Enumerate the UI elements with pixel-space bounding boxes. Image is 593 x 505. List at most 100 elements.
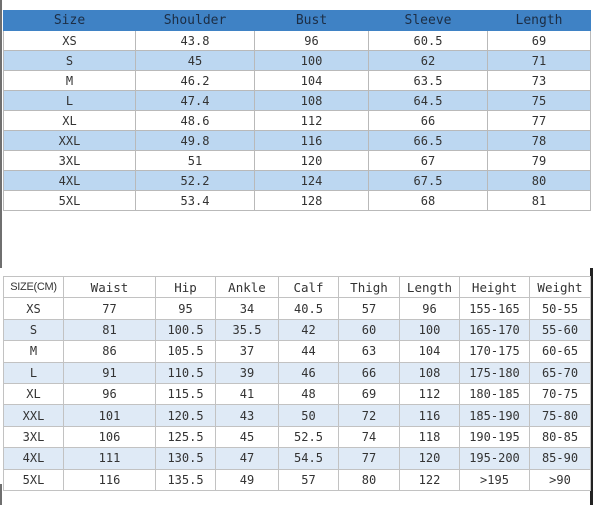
table-row: XXL 49.8 116 66.5 78: [3, 130, 591, 151]
column-header-weight: Weight: [529, 275, 591, 299]
table-cell: 57: [278, 468, 339, 491]
table-row: XS 43.8 96 60.5 69: [3, 30, 591, 51]
table-cell: 110.5: [155, 361, 216, 384]
table-cell: 43.8: [135, 30, 255, 51]
column-header-size: Size: [3, 10, 136, 31]
column-header-bust: Bust: [254, 10, 369, 31]
table-cell: 91: [63, 361, 156, 384]
table-cell: >195: [459, 468, 530, 491]
table-cell: 51: [135, 150, 255, 171]
table-cell: 80: [338, 468, 400, 491]
table-cell: 66: [368, 110, 488, 131]
table-cell: 108: [399, 361, 460, 384]
table-cell: 49.8: [135, 130, 255, 151]
table-row: 5XL 53.4 128 68 81: [3, 190, 591, 211]
table-cell: 67.5: [368, 170, 488, 191]
table-cell: 55-60: [529, 318, 591, 342]
table-cell: 180-185: [459, 382, 530, 406]
table-cell: 64.5: [368, 90, 488, 111]
column-header-height: Height: [459, 275, 530, 299]
table-cell: 74: [338, 425, 400, 449]
table-cell: 63: [338, 340, 400, 363]
table-cell: >90: [529, 468, 591, 491]
table-cell: 5XL: [3, 190, 136, 211]
table-row: 4XL 111 130.5 47 54.5 77 120 195-200 85-…: [3, 447, 591, 470]
table-cell: XS: [3, 30, 136, 51]
table-cell: 60: [338, 318, 400, 342]
column-header-length: Length: [399, 275, 460, 299]
table-cell: 106: [63, 425, 156, 449]
table-row: XS 77 95 34 40.5 57 96 155-165 50-55: [3, 297, 591, 320]
table-row: 3XL 51 120 67 79: [3, 150, 591, 171]
table-cell: XXL: [3, 130, 136, 151]
table-cell: 71: [487, 50, 591, 71]
table-cell: 66: [338, 361, 400, 384]
left-edge-rule-bottom: [0, 484, 2, 505]
table-cell: 67: [368, 150, 488, 171]
table-cell: 47.4: [135, 90, 255, 111]
table-row: L 91 110.5 39 46 66 108 175-180 65-70: [3, 361, 591, 384]
table-cell: 45: [135, 50, 255, 71]
table-cell: 115.5: [155, 382, 216, 406]
table-cell: 100: [254, 50, 369, 71]
table-cell: 95: [155, 297, 216, 320]
column-header-hip: Hip: [155, 275, 216, 299]
table-cell: 3XL: [3, 425, 64, 449]
table-cell: M: [3, 70, 136, 91]
column-header-thigh: Thigh: [338, 275, 400, 299]
table-cell: 47: [215, 447, 279, 470]
table-cell: 80: [487, 170, 591, 191]
table-cell: XS: [3, 297, 64, 320]
table-cell: 4XL: [3, 170, 136, 191]
table-row: 3XL 106 125.5 45 52.5 74 118 190-195 80-…: [3, 425, 591, 449]
table-row: S 81 100.5 35.5 42 60 100 165-170 55-60: [3, 318, 591, 342]
table-row: M 46.2 104 63.5 73: [3, 70, 591, 91]
table-cell: 35.5: [215, 318, 279, 342]
table-cell: 77: [63, 297, 156, 320]
table-cell: 96: [399, 297, 460, 320]
table-cell: 5XL: [3, 468, 64, 491]
table-cell: 120: [399, 447, 460, 470]
table-cell: L: [3, 90, 136, 111]
table-cell: 49: [215, 468, 279, 491]
table-cell: 96: [63, 382, 156, 406]
table-cell: 39: [215, 361, 279, 384]
column-header-length: Length: [487, 10, 591, 31]
table-cell: XL: [3, 110, 136, 131]
table-cell: 77: [487, 110, 591, 131]
table-cell: 170-175: [459, 340, 530, 363]
table-cell: L: [3, 361, 64, 384]
table-cell: 70-75: [529, 382, 591, 406]
table-cell: 116: [63, 468, 156, 491]
column-header-waist: Waist: [63, 275, 156, 299]
table-cell: 81: [63, 318, 156, 342]
table-cell: 185-190: [459, 404, 530, 427]
table-cell: 104: [399, 340, 460, 363]
table-cell: S: [3, 318, 64, 342]
table-row: 5XL 116 135.5 49 57 80 122 >195 >90: [3, 468, 591, 491]
table-cell: 100.5: [155, 318, 216, 342]
table-cell: 175-180: [459, 361, 530, 384]
table-row: M 86 105.5 37 44 63 104 170-175 60-65: [3, 340, 591, 363]
table-cell: 112: [399, 382, 460, 406]
table-cell: 72: [338, 404, 400, 427]
table-cell: 57: [338, 297, 400, 320]
table-cell: 63.5: [368, 70, 488, 91]
table-cell: XL: [3, 382, 64, 406]
table-cell: 75: [487, 90, 591, 111]
table-cell: 48.6: [135, 110, 255, 131]
table-cell: 68: [368, 190, 488, 211]
table-row: XL 96 115.5 41 48 69 112 180-185 70-75: [3, 382, 591, 406]
table-cell: 101: [63, 404, 156, 427]
table-cell: 104: [254, 70, 369, 91]
table-cell: 81: [487, 190, 591, 211]
column-header-calf: Calf: [278, 275, 339, 299]
column-header-size-cm: SIZE(CM): [3, 275, 64, 299]
table-cell: 190-195: [459, 425, 530, 449]
table-cell: 3XL: [3, 150, 136, 171]
table-cell: 112: [254, 110, 369, 131]
table-cell: 120.5: [155, 404, 216, 427]
table-cell: 96: [254, 30, 369, 51]
table-row: XL 48.6 112 66 77: [3, 110, 591, 131]
table-cell: 75-80: [529, 404, 591, 427]
